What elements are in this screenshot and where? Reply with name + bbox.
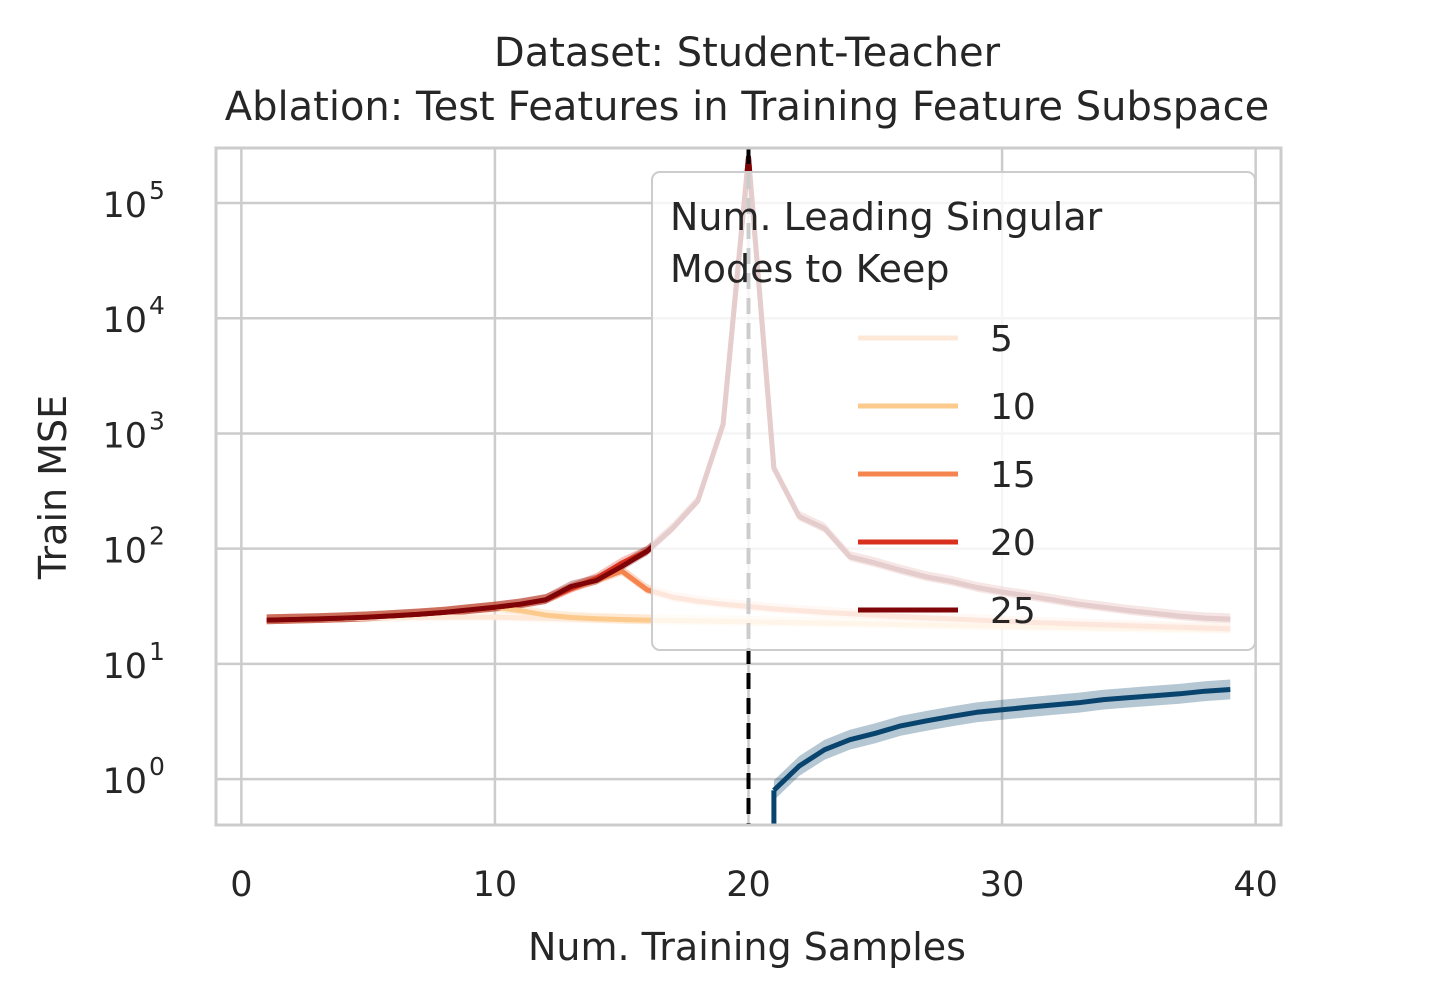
legend-box: [651, 171, 1256, 651]
y-tick-exponent: 3: [149, 406, 165, 435]
y-tick-exponent: 2: [149, 522, 165, 551]
x-tick-label: 20: [726, 865, 771, 905]
chart-title-line-1: Dataset: Student-Teacher: [494, 30, 1001, 76]
chart-title-line-2: Ablation: Test Features in Training Feat…: [225, 84, 1269, 130]
x-tick-label: 0: [230, 865, 252, 905]
x-tick-label: 30: [980, 865, 1025, 905]
legend-label: 20: [990, 523, 1036, 564]
y-tick-label: 10: [102, 762, 147, 802]
x-axis-label: Num. Training Samples: [528, 925, 966, 969]
legend: Num. Leading Singular Modes to Keep 5 10 1…: [651, 171, 1256, 651]
legend-entries: 5 10 15 20 25: [858, 319, 1036, 632]
x-tick-label: 40: [1233, 865, 1278, 905]
y-tick-label: 10: [102, 186, 147, 226]
x-tick-labels: 0 10 20 30 40: [230, 865, 1278, 905]
y-tick-exponent: 1: [149, 637, 165, 666]
y-tick-exponent: 0: [149, 752, 165, 781]
y-tick-label: 10: [102, 532, 147, 572]
x-tick-label: 10: [473, 865, 518, 905]
plot-frame: [214, 146, 1283, 827]
y-tick-label: 10: [102, 301, 147, 341]
y-tick-exponent: 4: [149, 291, 165, 320]
y-axis-label: Train MSE: [31, 395, 75, 580]
legend-title-line-2: Modes to Keep: [670, 247, 950, 291]
legend-label: 10: [990, 387, 1036, 428]
y-tick-label: 10: [102, 647, 147, 687]
legend-label: 25: [990, 591, 1036, 632]
y-tick-label: 10: [102, 416, 147, 456]
legend-title-line-1: Num. Leading Singular: [670, 195, 1103, 239]
series-line: [772, 687, 1231, 793]
legend-label: 5: [990, 319, 1013, 360]
legend-label: 15: [990, 455, 1036, 496]
y-tick-exponent: 5: [149, 176, 165, 205]
